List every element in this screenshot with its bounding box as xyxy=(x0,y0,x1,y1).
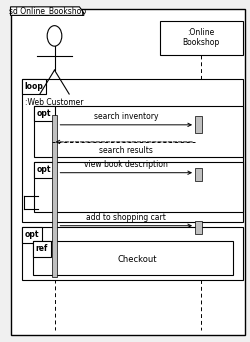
Text: view book description: view book description xyxy=(84,160,168,169)
Bar xyxy=(34,106,54,121)
Polygon shape xyxy=(10,7,84,15)
Bar xyxy=(52,115,58,277)
Bar xyxy=(32,241,233,275)
Bar xyxy=(34,162,54,178)
Text: opt: opt xyxy=(24,231,39,239)
Bar xyxy=(195,116,202,133)
Text: ref: ref xyxy=(35,244,48,253)
Text: add to shopping cart: add to shopping cart xyxy=(86,213,166,222)
Bar xyxy=(22,227,42,243)
Bar xyxy=(22,79,46,94)
Bar xyxy=(22,79,243,222)
Text: opt: opt xyxy=(37,166,51,174)
Bar xyxy=(22,227,243,280)
Bar xyxy=(195,221,202,234)
Bar xyxy=(32,241,51,256)
Text: :Online
Bookshop: :Online Bookshop xyxy=(182,28,220,47)
Text: Checkout: Checkout xyxy=(118,255,157,264)
Text: sd Online_Bookshop: sd Online_Bookshop xyxy=(8,6,86,16)
Bar xyxy=(195,168,202,181)
Text: loop: loop xyxy=(24,82,43,91)
Bar xyxy=(34,162,243,212)
Text: opt: opt xyxy=(37,109,51,118)
Bar xyxy=(160,21,243,55)
Text: search results: search results xyxy=(99,146,153,155)
Circle shape xyxy=(47,26,62,46)
Text: search inventory: search inventory xyxy=(94,112,158,121)
Text: :Web Customer: :Web Customer xyxy=(25,98,84,107)
Bar xyxy=(34,106,243,157)
